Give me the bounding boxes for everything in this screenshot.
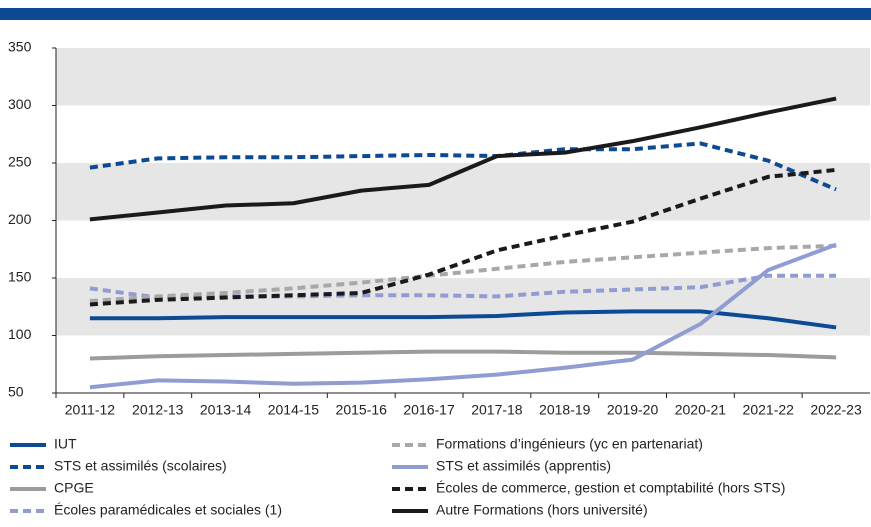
legend-label: CPGE [54,480,94,496]
series-line [89,242,837,390]
x-tick-label: 2012-13 [132,402,184,418]
x-tick-label: 2015-16 [336,402,388,418]
legend-label: Autre Formations (hors université) [436,502,648,518]
y-tick-label: 300 [8,96,32,112]
x-tick-label: 2022-23 [810,402,862,418]
grid-band [56,48,870,106]
legend-label: Formations d’ingénieurs (yc en partenari… [436,436,703,452]
series-line [89,141,837,192]
y-tick-label: 100 [8,326,32,342]
x-tick-label: 2011-12 [65,402,116,418]
y-tick-label: 200 [8,211,32,227]
x-tick-label: 2020-21 [675,402,727,418]
x-tick-label: 2021-22 [743,402,795,418]
header-bar [0,8,871,20]
legend-label: STS et assimilés (scolaires) [54,458,227,474]
y-tick-label: 250 [8,154,32,170]
x-tick-label: 2018-19 [539,402,591,418]
y-tick-label: 50 [8,384,24,400]
y-tick-label: 150 [8,269,32,285]
x-tick-label: 2017-18 [471,402,523,418]
x-tick-label: 2013-14 [200,402,252,418]
legend-label: Écoles de commerce, gestion et comptabil… [436,480,785,496]
x-tick-label: 2019-20 [607,402,659,418]
legend-label: STS et assimilés (apprentis) [436,458,611,474]
series-line [89,96,837,222]
series-line [89,167,837,307]
x-tick-label: 2014-15 [268,402,320,418]
series-line [89,349,837,361]
series-line [89,243,837,303]
legend-label: Écoles paramédicales et sociales (1) [54,502,282,518]
y-tick-label: 350 [8,39,32,55]
legend-label: IUT [54,436,77,452]
x-tick-label: 2016-17 [403,402,455,418]
grid-band [56,278,870,336]
